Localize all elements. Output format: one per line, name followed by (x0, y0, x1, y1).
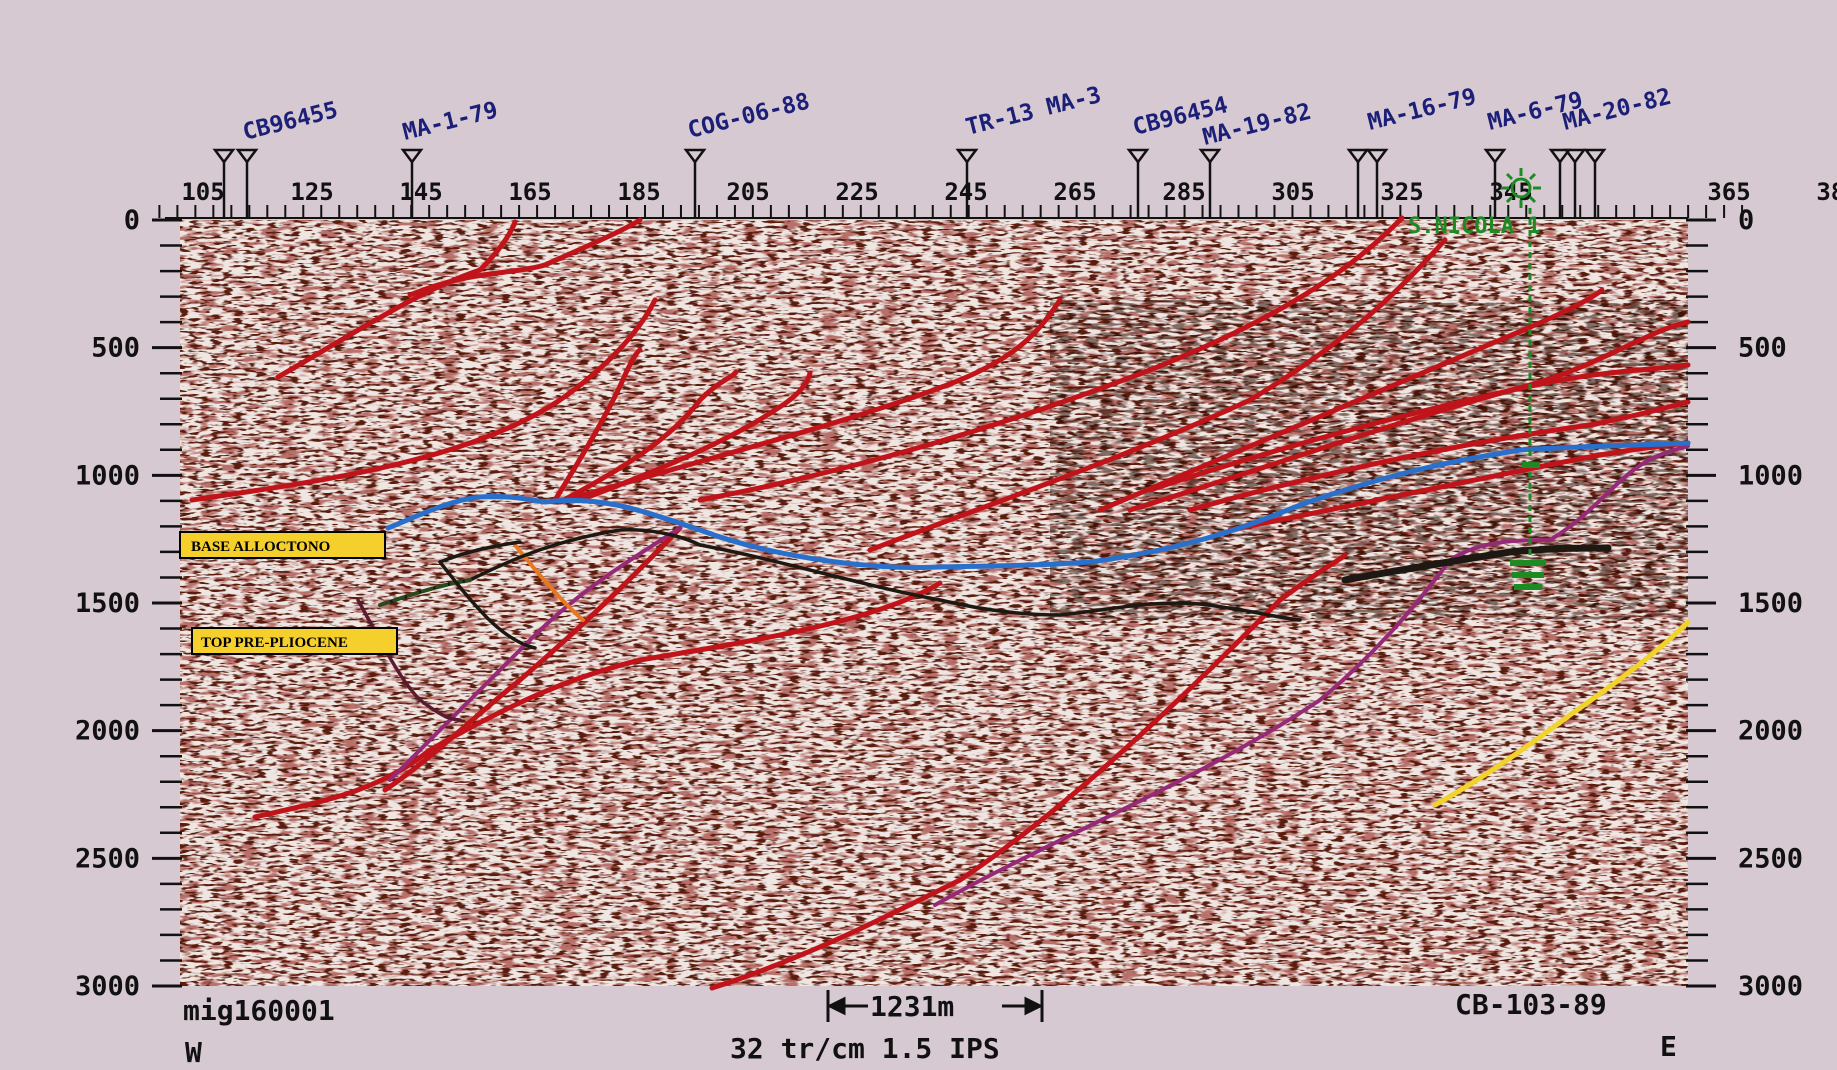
top-axis-label: 285 (1162, 178, 1205, 206)
top-axis-label: 205 (726, 178, 769, 206)
well-symbol-icon (1510, 177, 1532, 199)
intersecting-line-label: MA-1-79 (400, 97, 500, 146)
intersecting-line-label: MA-16-79 (1365, 84, 1479, 136)
top-axis-label: 105 (181, 178, 224, 206)
well-marker (1512, 572, 1544, 578)
fault-line (709, 552, 1348, 991)
line-marker-icon (1126, 148, 1150, 165)
line-marker-icon (683, 148, 707, 165)
right-axis-label: 0 (1738, 205, 1754, 236)
fault-line (252, 580, 943, 820)
horizon-label-text: TOP PRE-PLIOCENE (201, 635, 348, 651)
well-symbol-rays (1501, 168, 1541, 208)
scale-bar (826, 990, 1044, 1022)
fault-line (557, 369, 739, 505)
horizon-label-top-pre-pliocene: TOP PRE-PLIOCENE (191, 627, 398, 655)
right-axis-label: 1000 (1738, 460, 1803, 491)
left-time-axis: 0 500 1000 1500 2000 2500 3000 (75, 205, 182, 1002)
fault-line (552, 347, 643, 503)
line-marker-icon (1365, 148, 1389, 165)
scale-bar-label: 1231m (870, 990, 954, 1023)
well-marker (1510, 560, 1546, 566)
acquisition-params: 32 tr/cm 1.5 IPS (730, 1032, 1000, 1065)
top-pre-pliocene-horizon (378, 528, 1302, 622)
label-box (179, 531, 386, 559)
top-axis-label: 365 (1707, 178, 1750, 206)
fault-line (189, 297, 658, 503)
base-alloctono-horizon (385, 440, 1691, 571)
left-axis-label: 2500 (75, 843, 140, 874)
line-marker-icon (1548, 148, 1572, 165)
fault-line (407, 217, 643, 298)
horizon-label-text: BASE ALLOCTONO (191, 539, 330, 555)
horizon-label-base-alloctono: BASE ALLOCTONO (179, 531, 386, 559)
east-label: E (1660, 1030, 1677, 1063)
left-axis-label: 500 (91, 333, 140, 364)
left-axis-label: 0 (124, 205, 140, 236)
line-marker-icon (1563, 148, 1587, 165)
top-axis-label: 305 (1271, 178, 1314, 206)
left-axis-label: 3000 (75, 971, 140, 1002)
left-axis-label: 1500 (75, 588, 140, 619)
right-axis-label: 2500 (1738, 843, 1803, 874)
left-axis-label: 2000 (75, 716, 140, 747)
fault-line (1187, 399, 1691, 513)
yellow-horizon (1432, 619, 1691, 808)
left-axis-label: 1000 (75, 460, 140, 491)
west-label: W (185, 1036, 202, 1069)
top-axis-label: 145 (399, 178, 442, 206)
fault-line (382, 525, 683, 793)
fault-line (1147, 362, 1691, 493)
top-pre-pliocene-east (1341, 544, 1612, 584)
line-marker-icon (1198, 148, 1222, 165)
orange-fault (513, 543, 585, 622)
top-axis-label: 325 (1380, 178, 1423, 206)
line-marker-icon (212, 148, 236, 165)
right-axis-label: 3000 (1738, 971, 1803, 1002)
fault-line (867, 237, 1448, 553)
line-id: CB-103-89 (1455, 988, 1607, 1021)
line-marker-icon (235, 148, 259, 165)
well-marker (1514, 584, 1542, 590)
top-pre-pliocene-dashed (378, 578, 472, 607)
top-axis-label: 385 (1816, 178, 1837, 206)
line-marker-icon (955, 148, 979, 165)
intersecting-line-label: TR-13 MA-3 (963, 82, 1104, 141)
right-axis-label: 2000 (1738, 716, 1803, 747)
line-marker-icon (1583, 148, 1607, 165)
line-marker-icon (1483, 148, 1507, 165)
fault-line (697, 215, 1405, 503)
top-axis-label: 225 (835, 178, 878, 206)
line-marker-icon (400, 148, 424, 165)
top-pre-pliocene-fold (438, 540, 537, 650)
label-box (191, 627, 398, 655)
well-name: S.NICOLA 1 (1408, 214, 1540, 239)
section-id: mig160001 (183, 994, 335, 1027)
top-axis-label: 185 (617, 178, 660, 206)
line-marker-icon (1346, 148, 1370, 165)
top-axis-label: 345 (1489, 178, 1532, 206)
well-s-nicola-1: S.NICOLA 1 (1408, 168, 1546, 590)
right-axis-label: 500 (1738, 333, 1787, 364)
intersecting-line-label: COG-06-88 (685, 88, 812, 143)
well-marker (1522, 462, 1540, 468)
fault-line (1097, 287, 1605, 513)
top-trace-axis: 1051251451651852052252452652853053253453… (158, 178, 1837, 219)
intersecting-line-label: CB96455 (240, 97, 340, 146)
top-axis-label: 265 (1053, 178, 1096, 206)
purple-fault-left (388, 526, 682, 782)
interpretation (189, 215, 1691, 991)
top-axis-label: 165 (508, 178, 551, 206)
right-time-axis: 0 500 1000 1500 2000 2500 3000 (1686, 205, 1803, 1002)
top-axis-label: 125 (290, 178, 333, 206)
fault-line (557, 297, 1063, 505)
right-axis-label: 1500 (1738, 588, 1803, 619)
